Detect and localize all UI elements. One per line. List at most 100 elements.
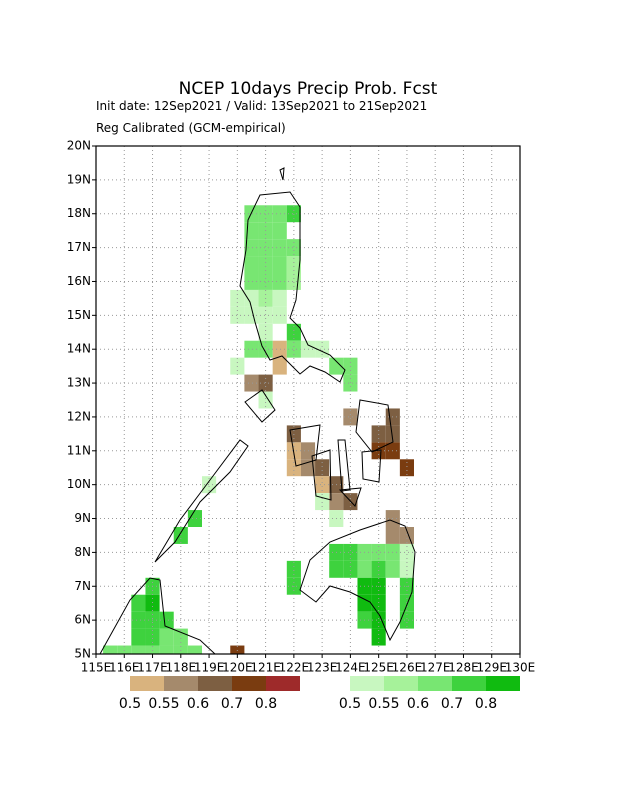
- y-tick-label: 8N: [74, 545, 91, 559]
- coastline: [99, 167, 416, 655]
- y-tick-label: 7N: [74, 579, 91, 593]
- prob-cell: [399, 543, 414, 561]
- prob-cell: [399, 594, 414, 612]
- prob-cell: [258, 391, 273, 409]
- cells: [103, 205, 414, 654]
- prob-cell: [329, 357, 344, 375]
- prob-cell: [131, 645, 146, 654]
- prob-cell: [399, 611, 414, 629]
- prob-cell: [286, 323, 301, 341]
- y-tick-label: 13N: [67, 376, 91, 390]
- prob-cell: [230, 645, 245, 654]
- prob-cell: [272, 340, 287, 358]
- prob-cell: [286, 239, 301, 257]
- prob-cell: [272, 273, 287, 290]
- prob-cell: [258, 306, 273, 324]
- prob-cell: [371, 425, 386, 443]
- chart-title: NCEP 10days Precip Prob. Fcst: [179, 79, 438, 99]
- prob-cell: [371, 594, 386, 612]
- x-tick-label: 125E: [363, 661, 394, 675]
- legend-label: 0.8: [475, 696, 497, 712]
- y-tick-label: 6N: [74, 613, 91, 627]
- prob-cell: [173, 628, 188, 646]
- x-tick-label: 124E: [335, 661, 366, 675]
- prob-cell: [117, 645, 132, 654]
- x-tick-label: 126E: [392, 661, 423, 675]
- prob-cell: [258, 273, 273, 290]
- y-tick-label: 14N: [67, 342, 91, 356]
- y-tick-label: 18N: [67, 206, 91, 220]
- prob-cell: [258, 374, 273, 392]
- y-tick-label: 17N: [67, 240, 91, 254]
- prob-cell: [244, 239, 259, 257]
- plot-frame: [95, 145, 521, 655]
- legend-label: 0.55: [148, 696, 179, 712]
- prob-cell: [187, 645, 202, 654]
- prob-cell: [371, 628, 386, 646]
- legend-swatch: [350, 676, 384, 691]
- x-tick-label: 116E: [109, 661, 140, 675]
- x-tick-label: 120E: [222, 661, 253, 675]
- prob-cell: [286, 425, 301, 443]
- y-tick-label: 20N: [67, 139, 91, 153]
- legends: 0.5 0.55 0.6 0.7 0.8 0.5 0.55 0.6 0.7 0.8: [119, 676, 520, 712]
- y-tick-label: 10N: [67, 477, 91, 491]
- y-tick-label: 9N: [74, 511, 91, 525]
- x-tick-label: 121E: [250, 661, 281, 675]
- legend-label: 0.8: [255, 696, 277, 712]
- prob-cell: [315, 476, 330, 494]
- prob-cell: [315, 459, 330, 477]
- prob-cell: [187, 510, 202, 527]
- prob-cell: [329, 493, 344, 511]
- prob-cell: [173, 527, 188, 544]
- prob-cell: [244, 273, 259, 290]
- prob-cell: [272, 357, 287, 375]
- legend-swatch: [384, 676, 418, 691]
- y-tick-label: 11N: [67, 443, 91, 457]
- x-tick-label: 119E: [194, 661, 225, 675]
- prob-cell: [385, 425, 400, 443]
- axes: 115E116E117E118E119E120E121E122E123E124E…: [67, 139, 536, 675]
- prob-cell: [357, 560, 372, 578]
- legend-label: 0.5: [119, 696, 141, 712]
- prob-cell: [244, 256, 259, 273]
- legend-swatch: [486, 676, 520, 691]
- prob-cell: [371, 543, 386, 561]
- prob-cell: [131, 594, 146, 612]
- prob-cell: [399, 527, 414, 544]
- legend-swatch: [232, 676, 266, 691]
- legend-swatch: [452, 676, 486, 691]
- legend-swatch: [266, 676, 300, 691]
- prob-cell: [258, 323, 273, 341]
- prob-cell: [244, 306, 259, 324]
- prob-cell: [385, 560, 400, 578]
- prob-cell: [357, 594, 372, 612]
- x-tick-label: 118E: [166, 661, 197, 675]
- prob-cell: [244, 340, 259, 358]
- prob-cell: [272, 289, 287, 307]
- prob-cell: [131, 611, 146, 629]
- x-tick-label: 117E: [137, 661, 168, 675]
- prob-cell: [343, 374, 358, 392]
- legend-swatch: [198, 676, 232, 691]
- x-tick-label: 128E: [448, 661, 479, 675]
- prob-cell: [399, 560, 414, 578]
- prob-cell: [272, 205, 287, 223]
- prob-cell: [315, 493, 330, 511]
- x-tick-label: 115E: [81, 661, 112, 675]
- prob-cell: [145, 594, 160, 612]
- prob-cell: [145, 628, 160, 646]
- subtitle: Init date: 12Sep2021 / Valid: 13Sep2021 …: [96, 99, 427, 113]
- prob-cell: [272, 306, 287, 324]
- x-tick-label: 130E: [505, 661, 536, 675]
- prob-cell: [173, 645, 188, 654]
- legend-swatch: [130, 676, 164, 691]
- prob-cell: [258, 205, 273, 223]
- prob-cell: [244, 289, 259, 307]
- prob-cell: [343, 543, 358, 561]
- prob-cell: [286, 459, 301, 477]
- prob-cell: [103, 645, 118, 654]
- y-tick-label: 5N: [74, 647, 91, 661]
